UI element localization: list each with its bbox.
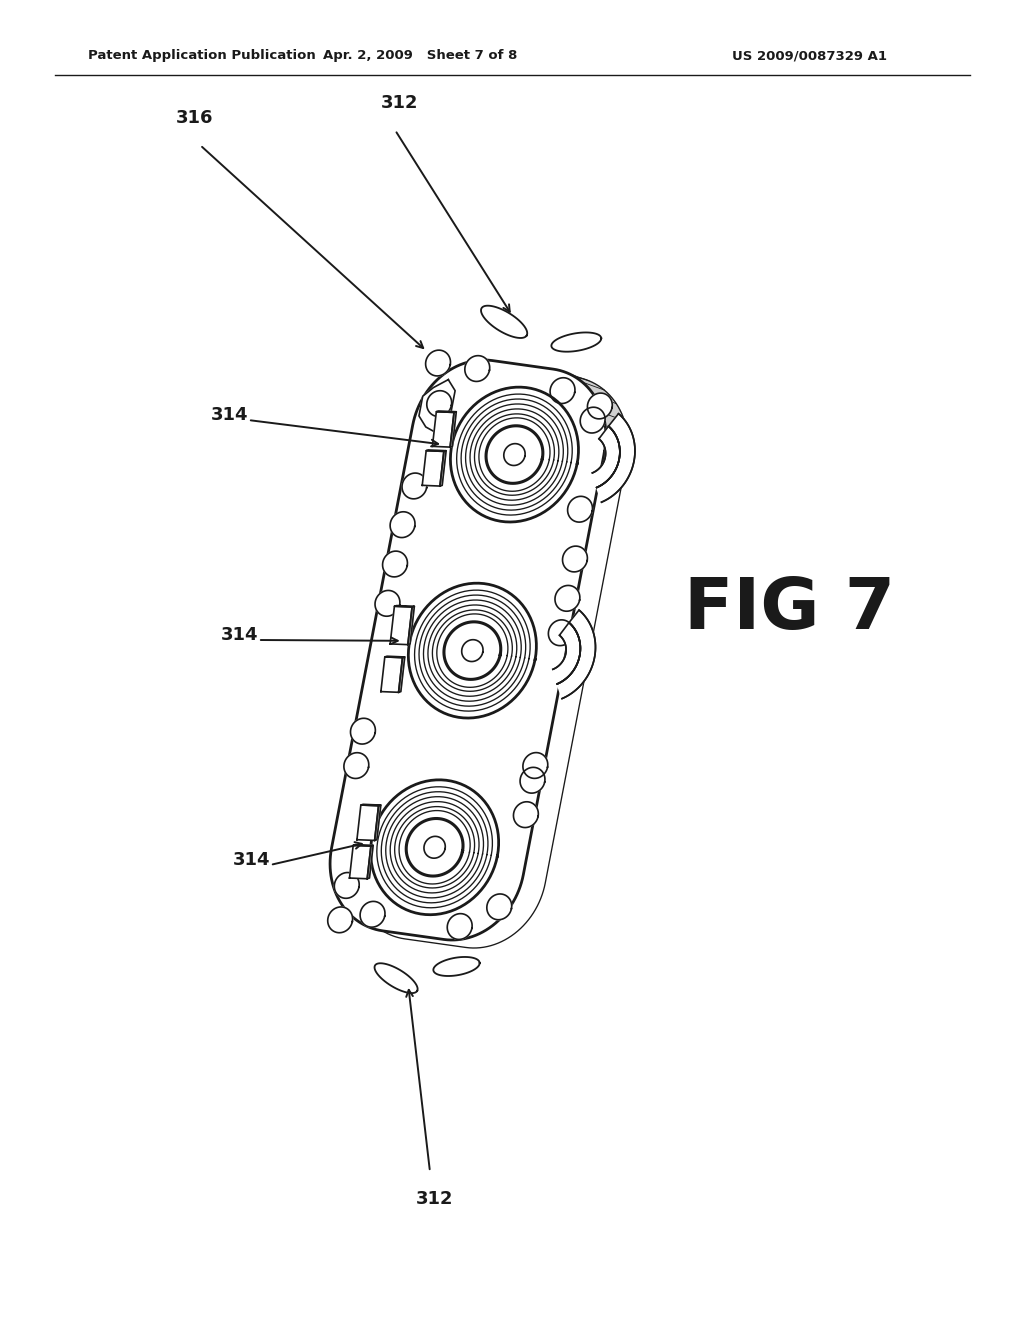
Text: FIG 7: FIG 7: [684, 576, 896, 644]
Polygon shape: [523, 752, 548, 779]
Polygon shape: [447, 913, 472, 940]
Polygon shape: [360, 902, 385, 927]
Polygon shape: [557, 610, 596, 698]
Polygon shape: [451, 412, 457, 447]
Polygon shape: [436, 411, 457, 412]
Text: 312: 312: [381, 94, 419, 112]
Polygon shape: [402, 473, 427, 499]
Polygon shape: [398, 657, 404, 692]
Text: Apr. 2, 2009   Sheet 7 of 8: Apr. 2, 2009 Sheet 7 of 8: [323, 49, 517, 62]
Polygon shape: [413, 360, 628, 461]
Polygon shape: [486, 894, 512, 920]
Polygon shape: [551, 333, 601, 351]
Polygon shape: [567, 496, 593, 523]
Polygon shape: [381, 657, 402, 692]
Polygon shape: [407, 818, 463, 876]
Polygon shape: [444, 622, 501, 680]
Polygon shape: [486, 426, 543, 483]
Polygon shape: [375, 590, 400, 616]
Polygon shape: [375, 964, 418, 993]
Polygon shape: [409, 583, 537, 718]
Polygon shape: [419, 380, 455, 434]
Polygon shape: [426, 450, 446, 451]
Polygon shape: [462, 640, 483, 661]
Text: 312: 312: [416, 1191, 454, 1208]
Text: Patent Application Publication: Patent Application Publication: [88, 49, 315, 62]
Polygon shape: [350, 718, 376, 744]
Polygon shape: [481, 306, 527, 338]
Polygon shape: [562, 546, 588, 572]
Polygon shape: [334, 873, 359, 899]
Polygon shape: [553, 623, 581, 684]
Polygon shape: [549, 620, 573, 645]
Polygon shape: [422, 450, 443, 486]
Polygon shape: [504, 444, 525, 466]
Polygon shape: [520, 767, 545, 793]
Polygon shape: [555, 586, 580, 611]
Polygon shape: [426, 350, 451, 376]
Polygon shape: [451, 387, 579, 521]
Polygon shape: [390, 512, 415, 537]
Polygon shape: [349, 845, 371, 879]
Polygon shape: [465, 355, 489, 381]
Polygon shape: [408, 606, 415, 644]
Text: 316: 316: [176, 110, 214, 127]
Polygon shape: [390, 606, 412, 644]
Polygon shape: [344, 752, 369, 779]
Polygon shape: [588, 393, 612, 418]
Polygon shape: [433, 957, 479, 975]
Polygon shape: [597, 413, 635, 502]
Polygon shape: [427, 391, 452, 417]
Polygon shape: [394, 606, 415, 607]
Polygon shape: [360, 804, 381, 805]
Polygon shape: [440, 450, 446, 486]
Polygon shape: [375, 805, 381, 841]
Polygon shape: [383, 552, 408, 577]
Polygon shape: [368, 845, 373, 879]
Text: US 2009/0087329 A1: US 2009/0087329 A1: [732, 49, 888, 62]
Polygon shape: [513, 801, 539, 828]
Polygon shape: [371, 780, 499, 915]
Polygon shape: [328, 907, 352, 933]
Polygon shape: [432, 412, 454, 447]
Polygon shape: [353, 845, 373, 846]
Text: 314: 314: [211, 407, 249, 424]
Text: 314: 314: [233, 851, 270, 869]
Polygon shape: [581, 408, 605, 433]
Polygon shape: [357, 805, 379, 841]
Polygon shape: [385, 656, 404, 657]
Polygon shape: [550, 378, 574, 404]
Polygon shape: [592, 426, 620, 487]
Polygon shape: [330, 360, 606, 940]
Polygon shape: [424, 837, 445, 858]
Text: 314: 314: [221, 626, 259, 644]
